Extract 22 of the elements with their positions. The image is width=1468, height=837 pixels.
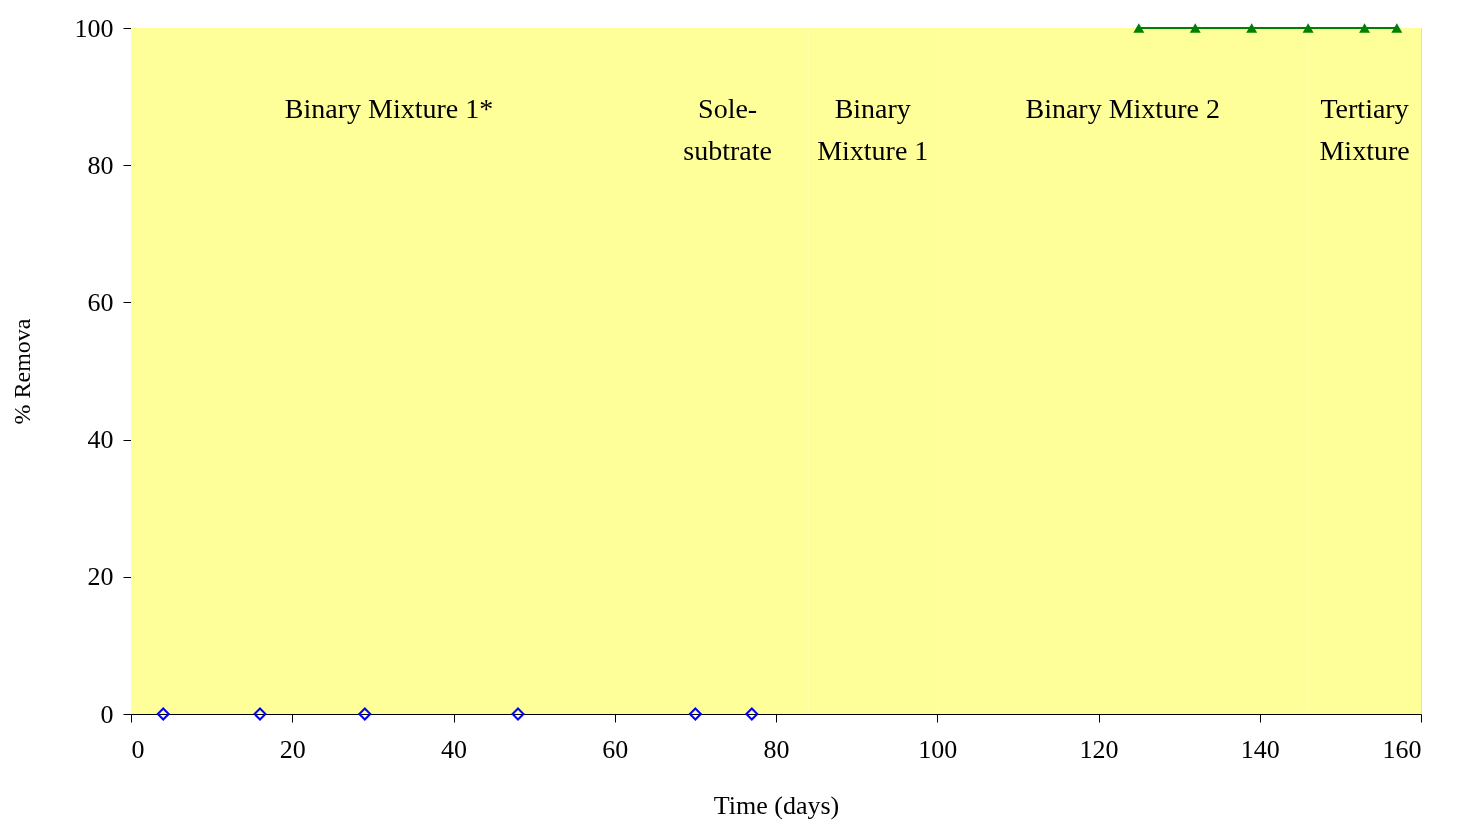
band-label: Sole- subtrate: [683, 93, 772, 166]
x-tick-label: 0: [131, 734, 145, 764]
band-label: Binary Mixture 1*: [284, 93, 494, 124]
x-tick-label: 60: [602, 734, 629, 764]
y-tick-label: 20: [87, 562, 114, 592]
y-tick-label: 80: [87, 150, 114, 180]
x-tick-label: 80: [763, 734, 790, 764]
y-tick-label: 100: [74, 13, 114, 43]
x-tick-label: 40: [441, 734, 467, 764]
band-label: Binary Mixture 1: [817, 93, 929, 166]
x-tick-label: 20: [279, 734, 306, 764]
band-label: Binary Mixture 2: [1025, 93, 1220, 124]
x-tick-label: 140: [1240, 734, 1280, 764]
y-axis-title: % Remova: [8, 318, 35, 425]
x-tick-label: 120: [1079, 734, 1119, 764]
band-label: Tertiary Mixture: [1319, 93, 1410, 166]
x-tick-label: 100: [918, 734, 958, 764]
y-tick-label: 0: [100, 699, 114, 729]
y-tick-label: 60: [87, 287, 114, 317]
y-tick-label: 40: [87, 425, 114, 455]
x-axis-title: Time (days): [713, 790, 840, 820]
x-tick-label: 160: [1382, 734, 1422, 764]
